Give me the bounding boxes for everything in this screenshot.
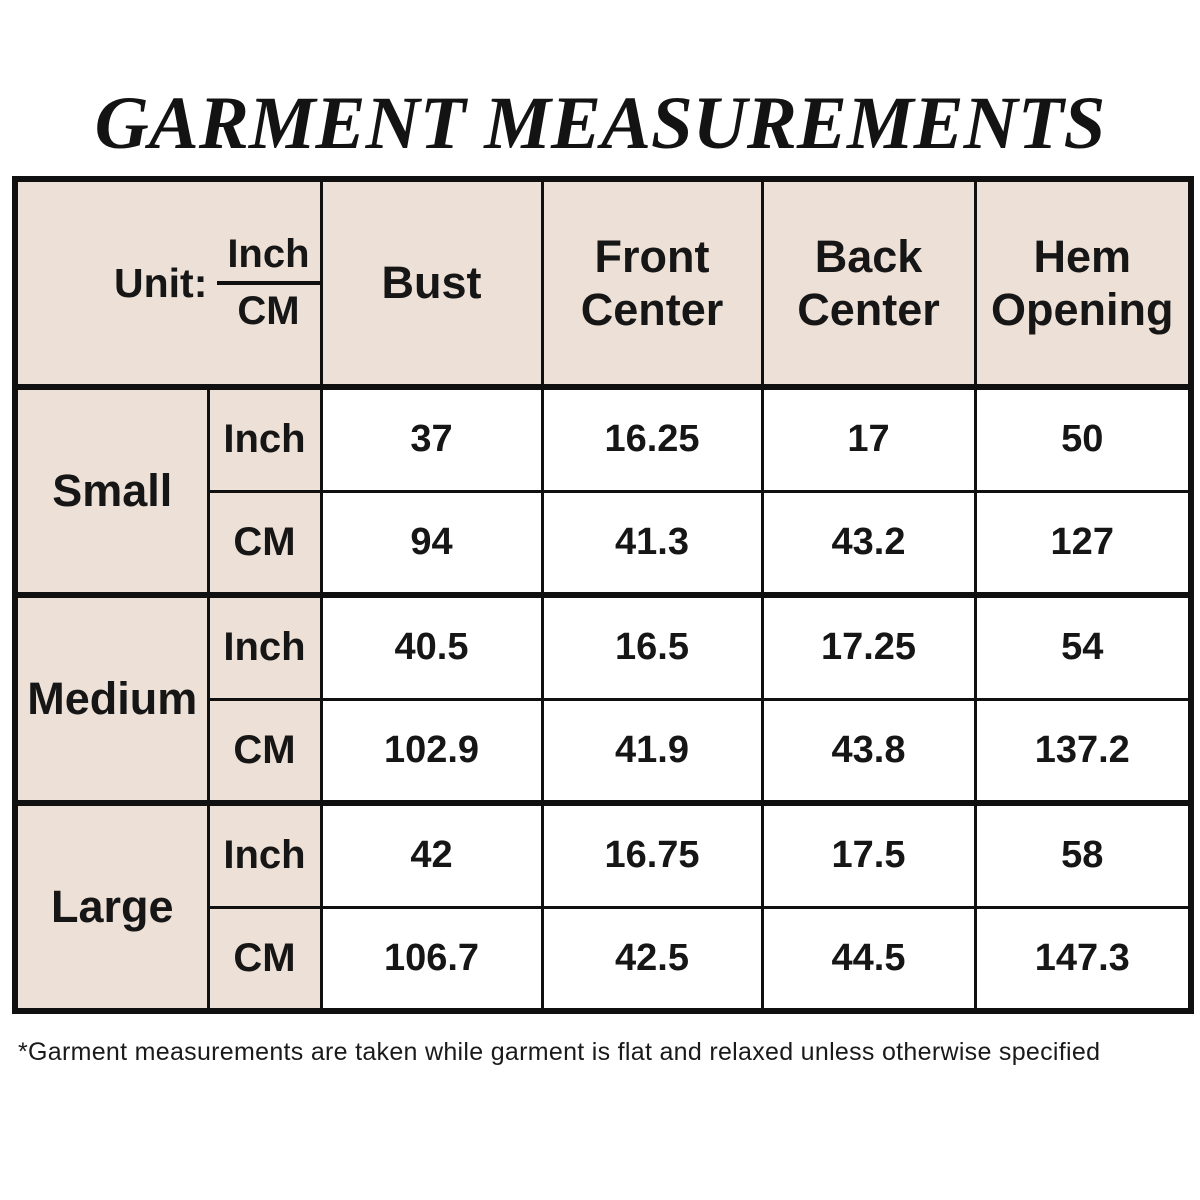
row-large-inch: Large Inch 42 16.75 17.5 58	[13, 801, 1193, 1013]
column-header-bust: Bust	[319, 177, 544, 390]
measurement-cell: 17.25	[760, 593, 977, 701]
unit-cm-label: CM	[237, 289, 300, 333]
unit-cell-inch: Inch	[206, 385, 323, 493]
page-title: GARMENT MEASUREMENTS	[94, 82, 1106, 165]
unit-header-cell: Unit: Inch CM	[13, 177, 323, 390]
size-label-large: Large	[13, 801, 210, 1013]
measurement-cell: 54	[973, 593, 1193, 701]
size-label-medium: Medium	[13, 593, 210, 806]
measurement-cell: 137.2	[973, 697, 1193, 806]
measurement-cell: 16.75	[540, 801, 764, 909]
column-header-back-center: Back Center	[760, 177, 977, 390]
column-header-hem-opening: Hem Opening	[973, 177, 1193, 390]
measurement-cell: 94	[319, 489, 544, 598]
measurement-cell: 37	[319, 385, 544, 493]
unit-cell-cm: CM	[206, 697, 323, 806]
measurement-cell: 40.5	[319, 593, 544, 701]
measurement-cell: 41.3	[540, 489, 764, 598]
measurement-cell: 127	[973, 489, 1193, 598]
measurement-cell: 42	[319, 801, 544, 909]
unit-label: Unit:	[114, 259, 208, 306]
measurement-cell: 17.5	[760, 801, 977, 909]
measurement-cell: 43.8	[760, 697, 977, 806]
measurement-cell: 43.2	[760, 489, 977, 598]
row-medium-inch: Medium Inch 40.5 16.5 17.25 54	[13, 593, 1193, 806]
measurement-cell: 147.3	[973, 905, 1193, 1013]
column-header-front-center: Front Center	[540, 177, 764, 390]
measurement-cell: 58	[973, 801, 1193, 909]
unit-cell-inch: Inch	[206, 593, 323, 701]
unit-inch-label: Inch	[217, 232, 320, 285]
row-small-cm: CM 94 41.3 43.2 127	[15, 489, 1193, 598]
unit-cell-cm: CM	[206, 489, 323, 598]
unit-cell-inch: Inch	[206, 801, 323, 909]
unit-header-content: Unit: Inch CM	[18, 232, 320, 334]
measurement-cell: 50	[973, 385, 1193, 493]
measurement-cell: 16.25	[540, 385, 764, 493]
footnote: *Garment measurements are taken while ga…	[18, 1038, 1101, 1066]
measurements-table: Unit: Inch CM Bust Front Center Back Cen…	[12, 176, 1194, 1014]
row-small-inch: Small Inch 37 16.25 17 50	[13, 385, 1193, 598]
unit-fraction: Inch CM	[217, 232, 320, 334]
measurement-cell: 44.5	[760, 905, 977, 1013]
unit-cell-cm: CM	[206, 905, 323, 1013]
measurement-cell: 102.9	[319, 697, 544, 806]
size-label-small: Small	[13, 385, 210, 598]
measurement-cell: 106.7	[319, 905, 544, 1013]
row-medium-cm: CM 102.9 41.9 43.8 137.2	[15, 697, 1193, 806]
header-row: Unit: Inch CM Bust Front Center Back Cen…	[13, 177, 1193, 390]
measurement-cell: 41.9	[540, 697, 764, 806]
measurement-cell: 42.5	[540, 905, 764, 1013]
measurement-cell: 16.5	[540, 593, 764, 701]
row-large-cm: CM 106.7 42.5 44.5 147.3	[15, 905, 1193, 1013]
measurement-cell: 17	[760, 385, 977, 493]
